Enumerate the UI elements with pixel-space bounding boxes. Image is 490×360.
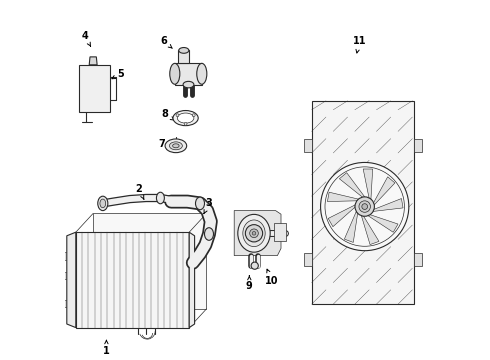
- Text: 2: 2: [135, 184, 144, 199]
- Polygon shape: [362, 216, 379, 244]
- Polygon shape: [63, 300, 67, 307]
- Polygon shape: [373, 198, 403, 211]
- Polygon shape: [189, 232, 195, 328]
- Circle shape: [251, 262, 258, 269]
- Text: 7: 7: [159, 139, 171, 150]
- Polygon shape: [344, 211, 358, 242]
- Ellipse shape: [179, 48, 189, 53]
- Circle shape: [176, 114, 179, 117]
- Text: 11: 11: [353, 36, 366, 53]
- Polygon shape: [89, 57, 97, 65]
- Circle shape: [184, 122, 187, 125]
- Text: 4: 4: [81, 31, 91, 46]
- Polygon shape: [93, 213, 206, 309]
- Polygon shape: [328, 205, 355, 227]
- Polygon shape: [175, 63, 202, 85]
- Circle shape: [320, 162, 409, 251]
- Ellipse shape: [98, 196, 108, 211]
- Circle shape: [359, 201, 370, 212]
- Polygon shape: [63, 271, 67, 279]
- Text: 5: 5: [112, 69, 124, 79]
- Ellipse shape: [165, 139, 187, 153]
- Circle shape: [355, 197, 374, 216]
- Polygon shape: [234, 211, 281, 256]
- Polygon shape: [274, 223, 286, 241]
- Ellipse shape: [170, 63, 180, 84]
- Circle shape: [245, 225, 263, 242]
- Ellipse shape: [238, 214, 270, 252]
- Polygon shape: [340, 173, 365, 197]
- Circle shape: [250, 229, 258, 238]
- Ellipse shape: [100, 199, 106, 208]
- Text: 9: 9: [246, 276, 253, 291]
- Ellipse shape: [156, 192, 164, 204]
- Polygon shape: [327, 192, 359, 202]
- Polygon shape: [304, 253, 312, 266]
- Circle shape: [252, 231, 256, 235]
- Ellipse shape: [172, 144, 179, 148]
- Polygon shape: [63, 252, 67, 260]
- Ellipse shape: [173, 111, 198, 126]
- Text: 1: 1: [103, 340, 110, 356]
- Ellipse shape: [196, 197, 204, 210]
- Text: 6: 6: [161, 36, 172, 48]
- Text: 8: 8: [162, 109, 174, 120]
- Polygon shape: [363, 169, 373, 199]
- Polygon shape: [373, 177, 395, 205]
- Polygon shape: [414, 253, 422, 266]
- Circle shape: [362, 204, 368, 210]
- Ellipse shape: [183, 81, 194, 88]
- Polygon shape: [368, 215, 398, 232]
- Polygon shape: [76, 232, 189, 328]
- Ellipse shape: [170, 142, 182, 150]
- Ellipse shape: [204, 228, 214, 240]
- Polygon shape: [79, 65, 110, 112]
- Polygon shape: [178, 50, 189, 63]
- Polygon shape: [312, 101, 414, 304]
- Polygon shape: [414, 139, 422, 152]
- Ellipse shape: [197, 63, 207, 84]
- Text: 3: 3: [204, 198, 212, 214]
- Polygon shape: [304, 139, 312, 152]
- Ellipse shape: [243, 220, 265, 247]
- Text: 10: 10: [265, 269, 279, 286]
- Polygon shape: [67, 232, 76, 328]
- Ellipse shape: [177, 113, 194, 123]
- Circle shape: [192, 114, 195, 117]
